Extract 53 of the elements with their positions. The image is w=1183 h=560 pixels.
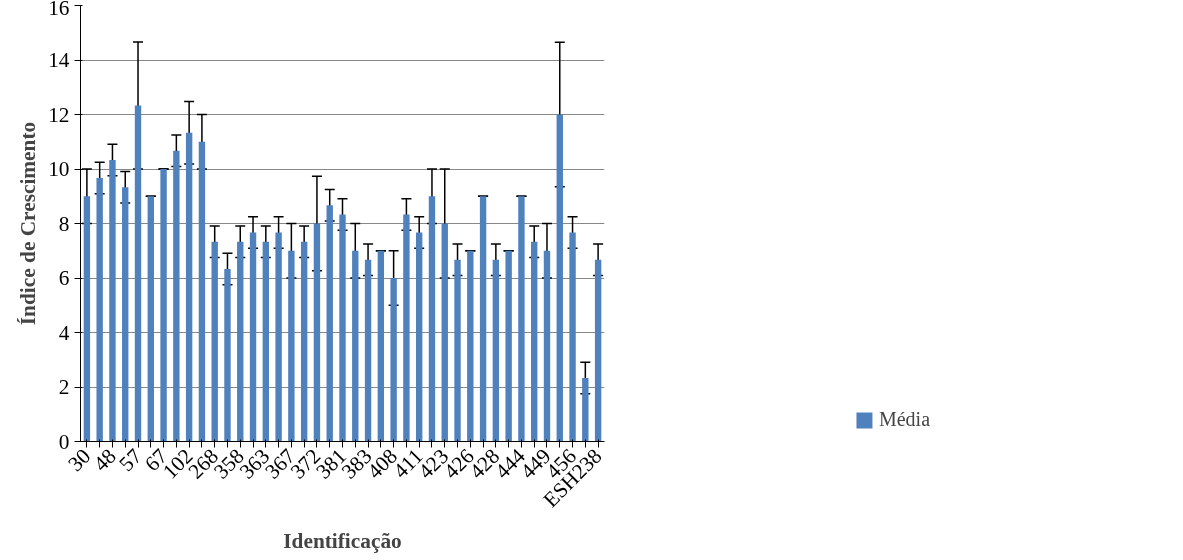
bar [122, 187, 129, 442]
bar [428, 196, 436, 442]
bar [96, 177, 103, 442]
x-axis-title: Identificação [283, 528, 402, 553]
bar [185, 132, 193, 442]
bar [492, 259, 500, 442]
y-tick-label: 0 [58, 429, 70, 454]
bar [390, 278, 397, 442]
y-tick-label: 8 [58, 211, 70, 236]
bar [237, 241, 244, 442]
bar [173, 150, 180, 442]
y-tick-label: 4 [58, 320, 70, 345]
bar [467, 250, 474, 442]
y-tick-label: 16 [48, 0, 70, 20]
bar [147, 196, 154, 442]
y-tick-label: 10 [48, 157, 70, 181]
bar [160, 169, 167, 442]
bar [543, 250, 551, 442]
bar [582, 378, 589, 442]
bar [249, 232, 257, 442]
bar [454, 259, 461, 442]
y-tick-label: 6 [58, 266, 70, 290]
bar [594, 259, 602, 442]
y-axis-title: Índice de Crescimento [16, 121, 41, 326]
y-tick-label: 2 [58, 375, 70, 399]
bar [198, 141, 206, 442]
bar [326, 205, 333, 442]
bar [211, 241, 218, 442]
bar [288, 250, 295, 442]
bar [224, 269, 231, 442]
bar [262, 241, 270, 442]
y-tick-label: 12 [48, 102, 70, 127]
bar [505, 250, 512, 442]
bar [339, 214, 346, 442]
y-tick-label: 14 [48, 48, 70, 72]
bar [441, 223, 448, 442]
bar [300, 241, 308, 442]
bar [275, 232, 282, 442]
bar [569, 232, 576, 442]
bar [556, 114, 563, 442]
bar [403, 214, 410, 442]
bar [364, 259, 372, 442]
bar [518, 196, 525, 442]
bar [479, 196, 487, 442]
bar [531, 241, 538, 442]
bar [352, 250, 359, 442]
bar [109, 160, 116, 442]
bar [134, 105, 142, 442]
legend-label: Média [878, 408, 931, 431]
bar [415, 232, 423, 442]
bar [377, 250, 385, 442]
bar [83, 196, 91, 442]
bar [313, 223, 321, 442]
